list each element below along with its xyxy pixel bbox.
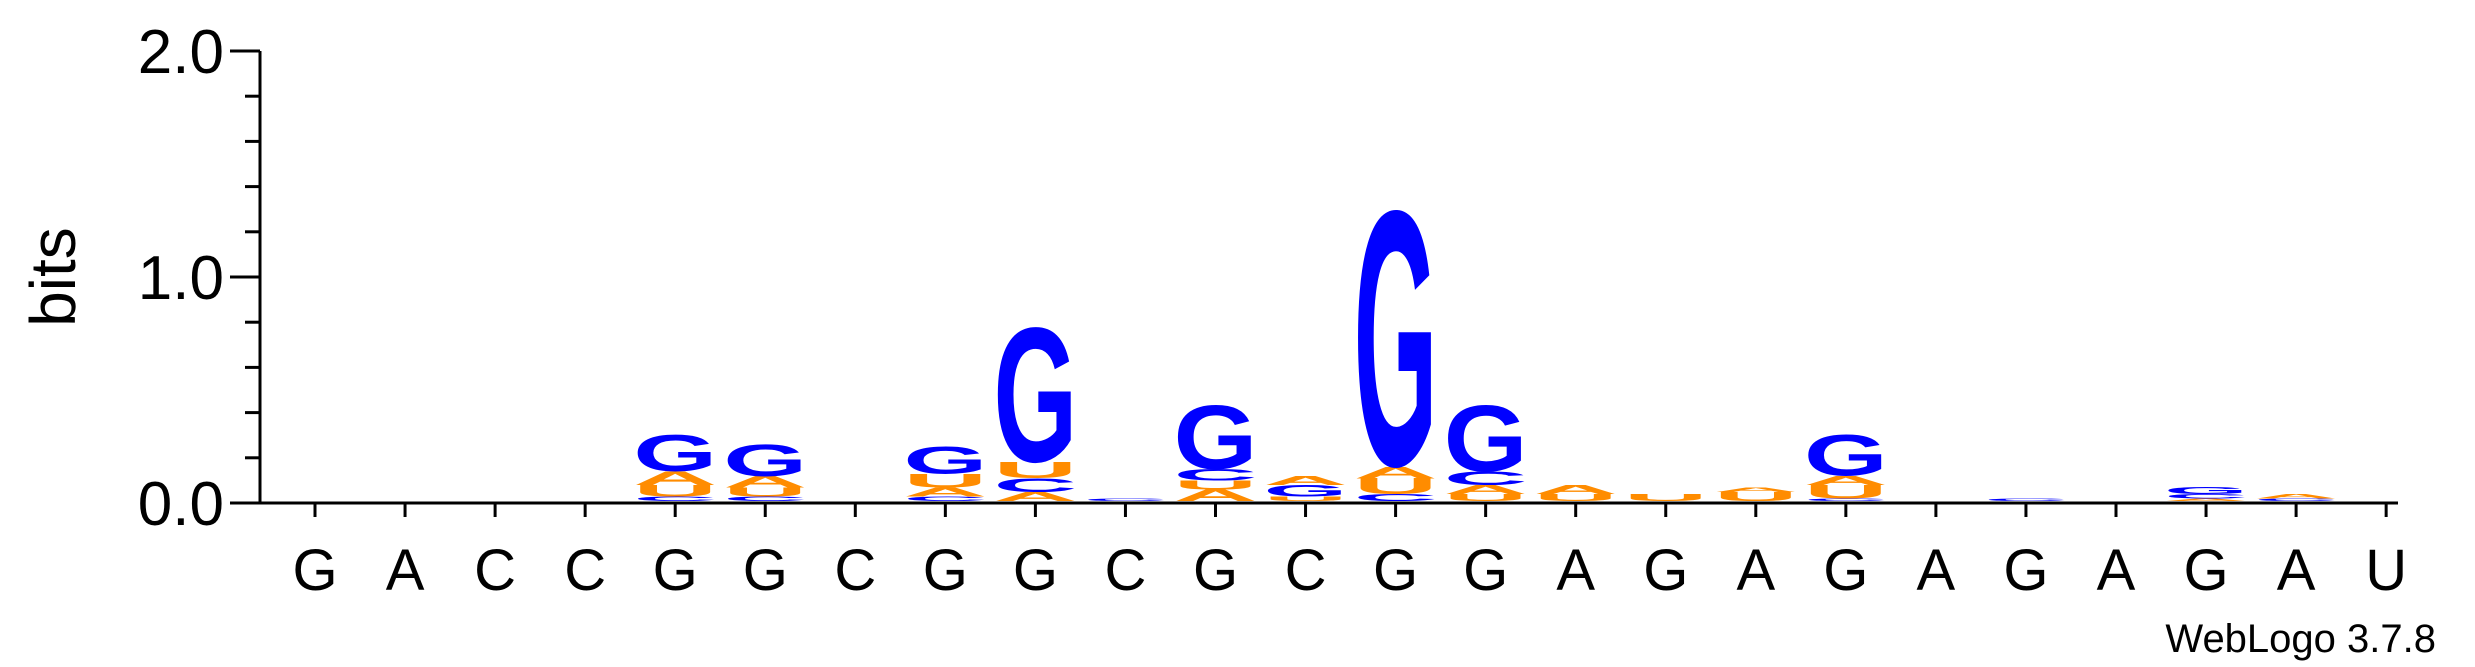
logo-letter-u: U [723, 485, 807, 500]
logo-letter-a: A [993, 489, 1077, 504]
logo-letter-g: G [1174, 388, 1258, 489]
logo-letter-u: U [903, 470, 987, 492]
x-tick-label: G [2003, 538, 2048, 603]
logo-letter-c: C [633, 495, 717, 502]
x-tick-label: C [1105, 538, 1147, 603]
logo-letter-u: U [1444, 492, 1528, 503]
logo-letter-g: G [993, 289, 1077, 503]
x-tick-label: G [653, 538, 698, 603]
x-tick-label: G [292, 538, 337, 603]
x-tick-label: G [1373, 538, 1418, 603]
logo-letter-g: G [723, 435, 807, 486]
logo-letter-a: A [723, 473, 807, 491]
y-tick-label: 0.0 [138, 470, 224, 539]
logo-letter-g: G [903, 439, 987, 482]
x-tick-label: G [1823, 538, 1868, 603]
logo-letter-c: C [1354, 492, 1438, 503]
logo-letter-c: C [993, 474, 1077, 496]
logo-letter-g: G [1444, 386, 1528, 491]
x-tick-label: C [834, 538, 876, 603]
y-axis-ticks: 0.0 1.0 2.0 [138, 18, 260, 539]
x-tick-label: C [1285, 538, 1327, 603]
logo-letter-u: U [1714, 489, 1798, 504]
logo-letter-g: G [1804, 423, 1888, 488]
x-tick-label: G [1193, 538, 1238, 603]
logo-letter-u: U [1804, 481, 1888, 503]
logo-letter-u: U [1174, 478, 1258, 493]
logo-letter-g: G [1354, 135, 1438, 542]
logo-letter-c: C [1083, 498, 1167, 502]
logo-letter-c: C [723, 495, 807, 502]
logo-letter-u: U [1624, 492, 1708, 503]
logo-letter-a: A [2164, 498, 2248, 502]
y-axis-label: bits [17, 227, 89, 327]
logo-letter-a: A [1714, 486, 1798, 493]
x-tick-label: G [743, 538, 788, 603]
logo-letter-a: A [1534, 482, 1618, 497]
logo-letter-a: A [1804, 473, 1888, 488]
logo-letter-a: A [1264, 473, 1348, 488]
logo-letter-a: A [633, 467, 717, 489]
logo-letter-u: U [633, 482, 717, 500]
x-tick-label: A [2097, 538, 2136, 603]
x-tick-label: A [1917, 538, 1956, 603]
x-tick-label: G [1463, 538, 1508, 603]
logo-letter-c: C [1444, 467, 1528, 489]
x-tick-label: A [2277, 538, 2316, 603]
y-tick-label: 1.0 [138, 244, 224, 313]
logo-letter-g: G [1264, 482, 1348, 500]
logo-letter-g: G [2164, 485, 2248, 496]
logo-letter-c: C [903, 495, 987, 502]
x-tick-label: G [923, 538, 968, 603]
logo-letter-g: G [633, 424, 717, 482]
x-tick-label: G [1643, 538, 1688, 603]
logo-letter-c: C [2254, 498, 2338, 502]
logo-letter-u: U [993, 458, 1077, 484]
x-tick-label: C [564, 538, 606, 603]
logo-letter-a: A [1354, 464, 1438, 482]
x-tick-label: A [386, 538, 425, 603]
credit-label: WebLogo 3.7.8 [2165, 617, 2436, 661]
logo-letter-c: C [1174, 466, 1258, 484]
x-tick-label: U [2365, 538, 2407, 603]
x-tick-label: G [2183, 538, 2228, 603]
x-tick-label: C [474, 538, 516, 603]
logo-letter-u: U [1354, 473, 1438, 499]
logo-letter-c: C [1984, 498, 2068, 502]
logo-letter-a: A [1444, 482, 1528, 497]
logo-letter-a: A [1174, 486, 1258, 504]
x-tick-label: A [1736, 538, 1775, 603]
y-tick-label: 2.0 [138, 18, 224, 87]
x-tick-label: G [1013, 538, 1058, 603]
x-tick-label: A [1556, 538, 1595, 603]
logo-letter-u: U [1264, 495, 1348, 502]
logo-letter-u: U [1534, 492, 1618, 503]
logo-letter-c: C [1804, 498, 1888, 502]
logo-letter-a: A [2254, 493, 2338, 500]
logo-letter-a: A [903, 485, 987, 500]
logo-letter-c: C [2164, 493, 2248, 500]
